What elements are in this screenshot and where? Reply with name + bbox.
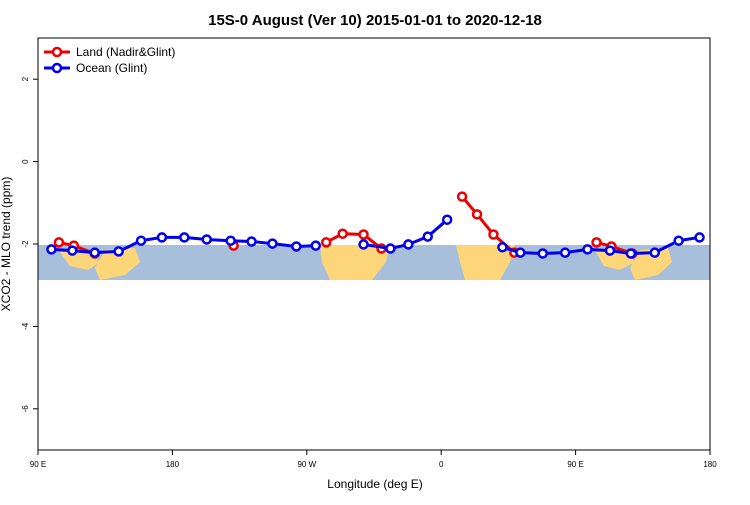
data-point	[582, 244, 593, 255]
data-point	[320, 237, 332, 248]
legend-marker	[51, 46, 63, 58]
data-point	[537, 248, 548, 259]
legend-label: Ocean (Glint)	[76, 61, 147, 75]
data-point	[113, 246, 124, 257]
data-point	[53, 237, 65, 248]
data-point	[358, 239, 369, 250]
data-point	[456, 191, 468, 202]
land-australia-2	[630, 248, 672, 280]
data-point	[179, 232, 190, 243]
legend-label: Land (Nadir&Glint)	[76, 45, 175, 59]
chart-title: 15S-0 August (Ver 10) 2015-01-01 to 2020…	[208, 12, 542, 29]
data-point	[403, 239, 414, 250]
data-point	[604, 245, 616, 256]
data-point	[89, 247, 100, 258]
x-tick-label: 180	[166, 460, 180, 469]
data-point	[385, 243, 396, 254]
y-tick-label: -2	[21, 240, 30, 248]
data-point	[246, 236, 257, 247]
data-point	[673, 235, 684, 246]
data-point	[291, 241, 302, 252]
x-tick-label: 90 E	[30, 460, 46, 469]
data-point	[559, 247, 571, 258]
data-point	[441, 214, 453, 225]
land-south-america	[320, 245, 390, 280]
data-point	[46, 244, 57, 255]
data-point	[625, 248, 637, 259]
y-tick-label: -4	[21, 322, 30, 330]
land-australia	[95, 248, 140, 280]
data-point	[358, 229, 369, 240]
series-line	[58, 195, 633, 255]
y-tick-label: 0	[21, 159, 30, 164]
x-tick-label: 90 E	[567, 460, 583, 469]
data-point	[156, 232, 168, 243]
x-tick-label: 90 W	[297, 460, 316, 469]
x-axis-label: Longitude (deg E)	[327, 477, 422, 491]
data-point	[67, 245, 78, 256]
land-indonesia-2	[596, 250, 635, 270]
data-point	[135, 235, 147, 246]
data-point	[488, 229, 499, 240]
data-point	[422, 231, 434, 242]
y-tick-label: 2	[21, 76, 30, 81]
y-axis-label: XCO2 - MLO trend (ppm)	[0, 177, 13, 312]
data-point	[201, 234, 212, 245]
data-point	[471, 209, 483, 220]
legend-marker	[51, 62, 63, 74]
data-point	[497, 242, 508, 253]
x-tick-label: 180	[703, 460, 717, 469]
data-point	[591, 237, 602, 248]
data-point	[267, 238, 278, 249]
land-africa	[456, 245, 515, 280]
y-tick-label: -6	[21, 405, 30, 413]
data-point	[225, 235, 236, 246]
data-point	[515, 247, 526, 258]
x-tick-label: 0	[439, 460, 444, 469]
data-point	[310, 240, 322, 251]
data-point	[337, 228, 348, 239]
data-point	[694, 232, 705, 243]
data-point	[649, 247, 660, 258]
